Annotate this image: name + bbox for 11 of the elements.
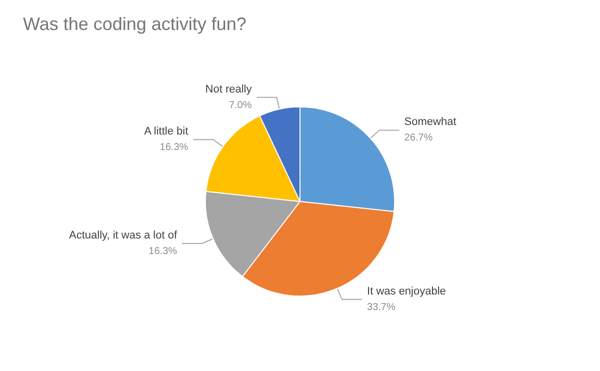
- slice-label: A little bit: [144, 126, 188, 138]
- data-label: 16.3%: [160, 142, 188, 154]
- data-label: 26.7%: [404, 132, 433, 144]
- data-label: 7.0%: [228, 100, 252, 111]
- data-label: 16.3%: [148, 246, 178, 257]
- slice-label: Actually, it was a lot of: [69, 229, 178, 242]
- slice-label: Not really: [205, 83, 252, 96]
- slice-label: Somewhat: [404, 116, 456, 128]
- data-label: 33.7%: [367, 302, 396, 313]
- slice-label: It was enjoyable: [367, 285, 446, 298]
- chart-title: Was the coding activity fun?: [23, 14, 246, 34]
